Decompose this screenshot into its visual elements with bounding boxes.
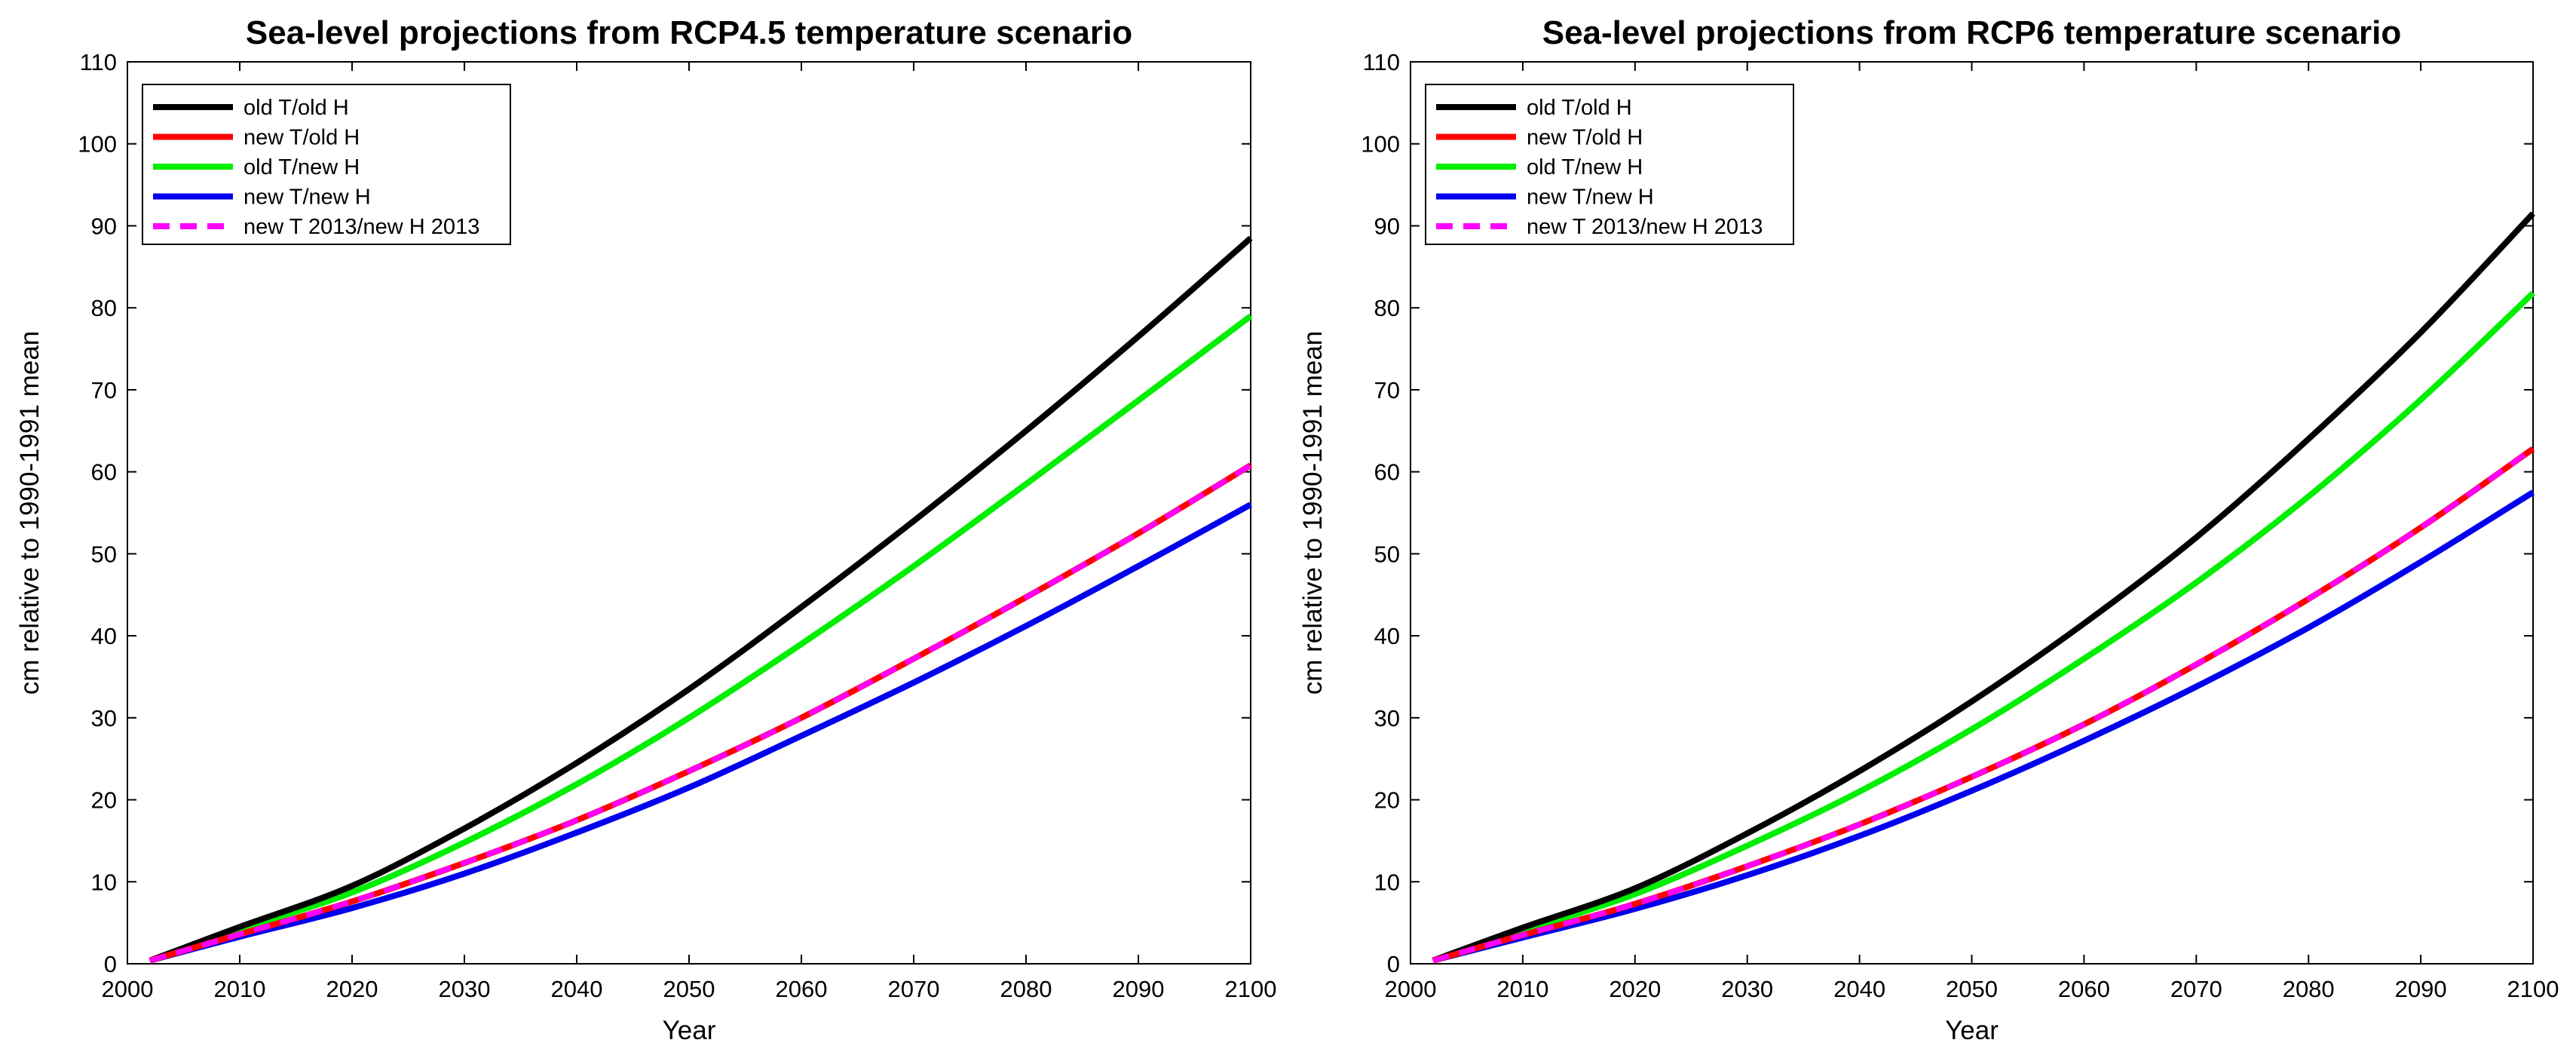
y-axis-label: cm relative to 1990-1991 mean <box>1298 331 1328 695</box>
y-tick-label: 40 <box>1374 623 1400 649</box>
legend-label-5: new T 2013/new H 2013 <box>1527 215 1763 239</box>
legend: old T/old H new T/old H old T/new H new T/n… <box>142 84 511 245</box>
y-tick-label: 60 <box>1374 459 1400 486</box>
chart-panel-2: 2000 2010 2020 2030 2040 2050 2060 2070 2080 2090… <box>1298 14 2559 1045</box>
y-tick-label: 100 <box>78 131 117 158</box>
legend-label-1: old T/old H <box>244 96 349 120</box>
x-tick-label: 2030 <box>1721 976 1773 1002</box>
x-tick-label: 2100 <box>1225 976 1277 1002</box>
y-tick-label: 70 <box>91 377 117 403</box>
x-tick-label: 2090 <box>1113 976 1165 1002</box>
x-tick-label: 2080 <box>2283 976 2335 1002</box>
series-line-1 <box>149 235 1253 964</box>
x-tick-label: 2060 <box>776 976 828 1002</box>
series-line-3 <box>149 313 1253 964</box>
y-tick-label: 110 <box>1363 49 1400 75</box>
legend-label-3: old T/new H <box>1527 155 1643 179</box>
y-tick-label: 70 <box>1374 377 1400 403</box>
legend-label-4: new T/new H <box>1527 186 1654 210</box>
y-tick-label: 50 <box>1374 541 1400 567</box>
y-tick-label: 110 <box>80 49 117 75</box>
x-tick-label: 2030 <box>439 976 491 1002</box>
y-tick-label: 90 <box>1374 213 1400 239</box>
x-tick-label: 2010 <box>1496 976 1548 1002</box>
x-tick-label: 2020 <box>326 976 378 1002</box>
series-line-4 <box>149 501 1252 964</box>
x-axis-label: Year <box>1945 1016 1999 1045</box>
chart-title: Sea-level projections from RCP6 temperat… <box>1542 14 2402 51</box>
legend-label-4: new T/new H <box>244 186 371 210</box>
x-tick-label: 2020 <box>1609 976 1661 1002</box>
y-tick-label: 10 <box>91 869 117 895</box>
y-tick-label: 80 <box>91 295 117 321</box>
legend-label-5: new T 2013/new H 2013 <box>244 215 479 239</box>
y-tick-label: 90 <box>91 213 117 239</box>
x-tick-label: 2100 <box>2507 976 2559 1002</box>
y-tick-label: 60 <box>91 459 117 486</box>
y-tick-label: 10 <box>1374 869 1400 895</box>
x-tick-label: 2000 <box>1385 976 1437 1002</box>
y-tick-label: 0 <box>1387 951 1400 977</box>
series-line-5 <box>149 462 1252 964</box>
y-tick-label: 0 <box>104 951 117 977</box>
legend-label-2: new T/old H <box>244 126 360 150</box>
series-line-3 <box>1432 290 2535 964</box>
x-tick-label: 2070 <box>2170 976 2222 1002</box>
y-tick-label: 30 <box>91 705 117 731</box>
series-line-5 <box>1432 446 2535 964</box>
legend-label-2: new T/old H <box>1527 126 1643 150</box>
y-tick-label: 20 <box>1374 787 1400 814</box>
legend-label-1: old T/old H <box>1527 96 1632 120</box>
x-tick-label: 2040 <box>551 976 603 1002</box>
x-tick-label: 2080 <box>1000 976 1052 1002</box>
x-tick-label: 2050 <box>663 976 715 1002</box>
y-tick-label: 100 <box>1361 131 1400 158</box>
y-tick-label: 20 <box>91 787 117 814</box>
y-tick-label: 40 <box>91 623 117 649</box>
x-tick-label: 2060 <box>2058 976 2110 1002</box>
chart-panel-1: 2000 2010 2020 2030 2040 2050 2060 2070 2080 2090… <box>15 14 1276 1045</box>
y-axis-label: cm relative to 1990-1991 mean <box>15 331 44 695</box>
x-axis-label: Year <box>663 1016 716 1045</box>
x-tick-label: 2070 <box>888 976 940 1002</box>
x-tick-label: 2000 <box>102 976 154 1002</box>
legend: old T/old H new T/old H old T/new H new T/n… <box>1425 84 1794 245</box>
y-tick-label: 80 <box>1374 295 1400 321</box>
chart-title: Sea-level projections from RCP4.5 temper… <box>246 14 1132 51</box>
x-tick-label: 2040 <box>1833 976 1885 1002</box>
series-line-1 <box>1432 211 2535 964</box>
y-tick-label: 50 <box>91 541 117 567</box>
x-tick-label: 2050 <box>1946 976 1998 1002</box>
series-line-4 <box>1432 489 2535 964</box>
x-tick-label: 2090 <box>2395 976 2447 1002</box>
y-tick-label: 30 <box>1374 705 1400 731</box>
x-tick-label: 2010 <box>214 976 266 1002</box>
legend-label-3: old T/new H <box>244 155 360 179</box>
